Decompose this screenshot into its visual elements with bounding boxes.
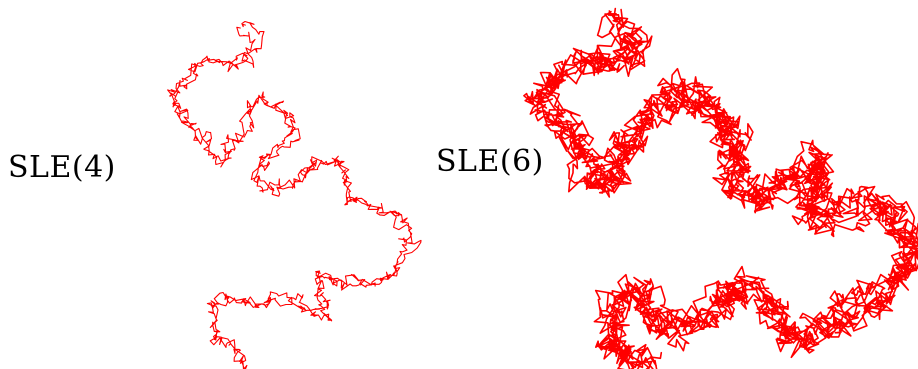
curve-left-path xyxy=(167,20,422,369)
sle4-label: SLE(4) xyxy=(8,150,116,185)
curve-right-path xyxy=(523,7,918,369)
sle4-curve xyxy=(167,20,422,369)
sle6-label: SLE(6) xyxy=(436,144,544,179)
sle6-curve xyxy=(523,7,918,369)
